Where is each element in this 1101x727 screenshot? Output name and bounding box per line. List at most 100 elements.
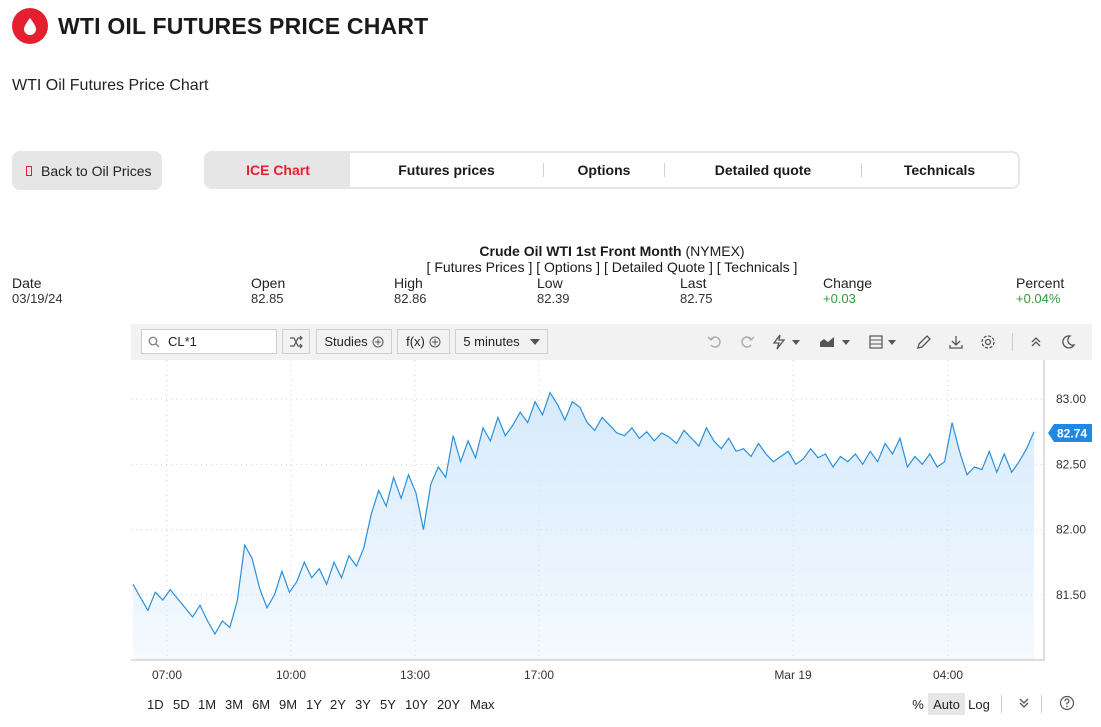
fx-button[interactable]: f(x) <box>397 329 450 354</box>
range-2y[interactable]: 2Y <box>330 697 346 712</box>
layout-icon[interactable] <box>867 333 901 351</box>
instrument-name: Crude Oil WTI 1st Front Month <box>479 243 682 259</box>
oil-drop-icon <box>12 8 48 44</box>
symbol-search-input[interactable]: CL*1 <box>141 329 277 354</box>
tab-technicals[interactable]: Technicals <box>903 162 976 178</box>
range-3y[interactable]: 3Y <box>355 697 371 712</box>
range-10y[interactable]: 10Y <box>405 697 429 712</box>
range-5d[interactable]: 5D <box>173 697 190 712</box>
chevron-down-icon <box>529 338 540 345</box>
back-button-label: Back to Oil Prices <box>41 162 152 179</box>
stat-value: 82.85 <box>251 291 284 306</box>
range-3m[interactable]: 3M <box>225 697 244 712</box>
last-price-tag <box>1048 424 1092 443</box>
redo-icon[interactable] <box>738 333 756 351</box>
stat-value: +0.04% <box>1016 291 1061 306</box>
stat-date: Date 03/19/24 <box>12 275 63 307</box>
stat-low: Low 82.39 <box>537 275 570 307</box>
stat-label: Low <box>537 275 563 291</box>
stat-label: Percent <box>1016 275 1065 291</box>
chart-tabs: ICE Chart Futures prices Options Detaile… <box>204 151 1020 189</box>
stat-value: 82.75 <box>680 291 713 306</box>
price-chart[interactable]: 83.00 82.50 82.00 81.50 07:00 10:00 13:00 17:00… <box>131 360 1092 686</box>
x-tick-label: 13:00 <box>400 668 430 682</box>
interval-label: 5 minutes <box>463 334 520 349</box>
scale-log[interactable]: Log <box>968 696 990 712</box>
price-area-fill <box>133 392 1034 660</box>
collapse-icon[interactable] <box>1027 333 1045 351</box>
stat-label: Change <box>823 275 873 291</box>
range-9m[interactable]: 9M <box>279 697 298 712</box>
range-1d[interactable]: 1D <box>147 697 164 712</box>
last-price-label: 82.74 <box>1057 427 1087 441</box>
stat-percent: Percent +0.04% <box>1016 275 1064 307</box>
chart-type-icon[interactable] <box>817 333 853 351</box>
chart-bottom-bar: 1D 5D 1M 3M 6M 9M 1Y 2Y 3Y 5Y 10Y 20Y Ma… <box>131 688 1092 718</box>
quote-links[interactable]: [ Futures Prices ] [ Options ] [ Detaile… <box>426 259 798 275</box>
chart-widget: CL*1 Studies f(x) 5 minutes <box>131 324 1092 724</box>
stat-value: 03/19/24 <box>12 291 63 306</box>
x-tick-label: 07:00 <box>152 668 182 682</box>
quote-heading: Crude Oil WTI 1st Front Month (NYMEX) <box>0 243 1101 259</box>
stat-label: Open <box>251 275 286 291</box>
settings-icon[interactable] <box>979 333 997 351</box>
tab-ice-chart[interactable]: ICE Chart <box>206 153 350 187</box>
studies-label: Studies <box>324 334 368 349</box>
stat-value: +0.03 <box>823 291 856 306</box>
stat-high: High 82.86 <box>394 275 427 307</box>
y-tick-label: 83.00 <box>1056 392 1086 406</box>
x-tick-label: 10:00 <box>276 668 306 682</box>
interval-dropdown[interactable]: 5 minutes <box>455 329 548 354</box>
fx-label: f(x) <box>406 334 425 349</box>
exchange-name: (NYMEX) <box>685 243 745 259</box>
y-tick-label: 82.00 <box>1056 523 1086 537</box>
back-icon <box>26 165 32 176</box>
page-header: WTI OIL FUTURES PRICE CHART <box>12 8 428 44</box>
add-circle-icon <box>429 336 441 347</box>
stat-label: Last <box>680 275 707 291</box>
page-subtitle: WTI Oil Futures Price Chart <box>12 77 209 94</box>
tab-futures-prices[interactable]: Futures prices <box>398 162 495 178</box>
bottom-divider <box>1001 695 1002 713</box>
stat-label: High <box>394 275 423 291</box>
scale-percent[interactable]: % <box>912 696 924 712</box>
stat-value: 82.86 <box>394 291 427 306</box>
collapse-down-icon[interactable] <box>1015 694 1033 712</box>
stat-last: Last 82.75 <box>680 275 713 307</box>
stat-label: Date <box>12 275 42 291</box>
stat-value: 82.39 <box>537 291 570 306</box>
add-circle-icon <box>372 336 384 347</box>
toolbar-divider <box>1012 333 1013 351</box>
symbol-value: CL*1 <box>168 334 197 349</box>
x-tick-label: Mar 19 <box>774 668 812 682</box>
undo-icon[interactable] <box>706 333 724 351</box>
help-icon[interactable] <box>1058 694 1076 712</box>
compare-button[interactable] <box>282 329 310 354</box>
tab-options[interactable]: Options <box>577 162 631 178</box>
chart-toolbar: CL*1 Studies f(x) 5 minutes <box>131 324 1092 360</box>
y-tick-label: 82.50 <box>1056 457 1086 471</box>
lightning-icon[interactable] <box>770 333 804 351</box>
tab-divider <box>861 163 862 177</box>
studies-button[interactable]: Studies <box>316 329 392 354</box>
y-tick-label: 81.50 <box>1056 588 1086 602</box>
download-icon[interactable] <box>947 333 965 351</box>
range-20y[interactable]: 20Y <box>437 697 461 712</box>
x-tick-label: 04:00 <box>933 668 963 682</box>
pencil-icon[interactable] <box>915 333 933 351</box>
range-6m[interactable]: 6M <box>252 697 271 712</box>
tab-divider <box>543 163 544 177</box>
price-line <box>132 391 1035 636</box>
scale-auto[interactable]: Auto <box>928 693 965 715</box>
dark-mode-icon[interactable] <box>1059 333 1077 351</box>
range-1y[interactable]: 1Y <box>306 697 322 712</box>
page-title: WTI OIL FUTURES PRICE CHART <box>58 12 429 39</box>
range-1m[interactable]: 1M <box>198 697 217 712</box>
stat-open: Open 82.85 <box>251 275 285 307</box>
back-to-oil-prices-button[interactable]: Back to Oil Prices <box>12 151 162 190</box>
range-5y[interactable]: 5Y <box>380 697 396 712</box>
tab-divider <box>664 163 665 177</box>
range-max[interactable]: Max <box>470 697 495 712</box>
tab-detailed-quote[interactable]: Detailed quote <box>714 162 812 178</box>
stat-change: Change +0.03 <box>823 275 872 307</box>
